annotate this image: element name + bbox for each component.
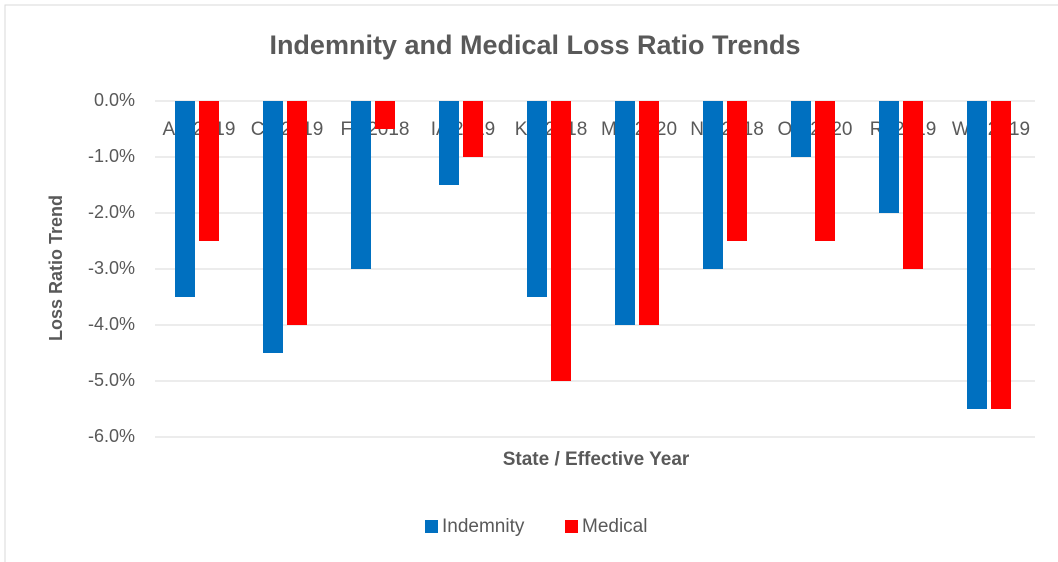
legend-label: Indemnity xyxy=(442,516,525,537)
bar xyxy=(903,101,923,269)
bar xyxy=(791,101,811,157)
y-tick-label: -2.0% xyxy=(88,202,135,222)
x-axis-label: State / Effective Year xyxy=(503,449,690,470)
bar xyxy=(175,101,195,297)
legend-swatch xyxy=(565,520,578,533)
bar xyxy=(199,101,219,241)
legend-label: Medical xyxy=(582,516,647,537)
bar xyxy=(615,101,635,325)
bar xyxy=(287,101,307,325)
bar xyxy=(639,101,659,325)
bar xyxy=(727,101,747,241)
y-tick-label: -5.0% xyxy=(88,370,135,390)
bar xyxy=(991,101,1011,409)
y-tick-label: -4.0% xyxy=(88,314,135,334)
bar xyxy=(879,101,899,213)
bar xyxy=(463,101,483,157)
y-axis-label: Loss Ratio Trend xyxy=(46,195,66,341)
bar xyxy=(351,101,371,269)
y-tick-label: -1.0% xyxy=(88,146,135,166)
bar xyxy=(263,101,283,353)
bar xyxy=(527,101,547,297)
legend-swatch xyxy=(425,520,438,533)
bar xyxy=(967,101,987,409)
bar xyxy=(815,101,835,241)
bar xyxy=(551,101,571,381)
y-tick-label: 0.0% xyxy=(94,90,135,110)
y-tick-label: -6.0% xyxy=(88,426,135,446)
bar xyxy=(439,101,459,185)
chart-title: Indemnity and Medical Loss Ratio Trends xyxy=(269,30,800,60)
bar xyxy=(703,101,723,269)
bar xyxy=(375,101,395,129)
y-tick-label: -3.0% xyxy=(88,258,135,278)
